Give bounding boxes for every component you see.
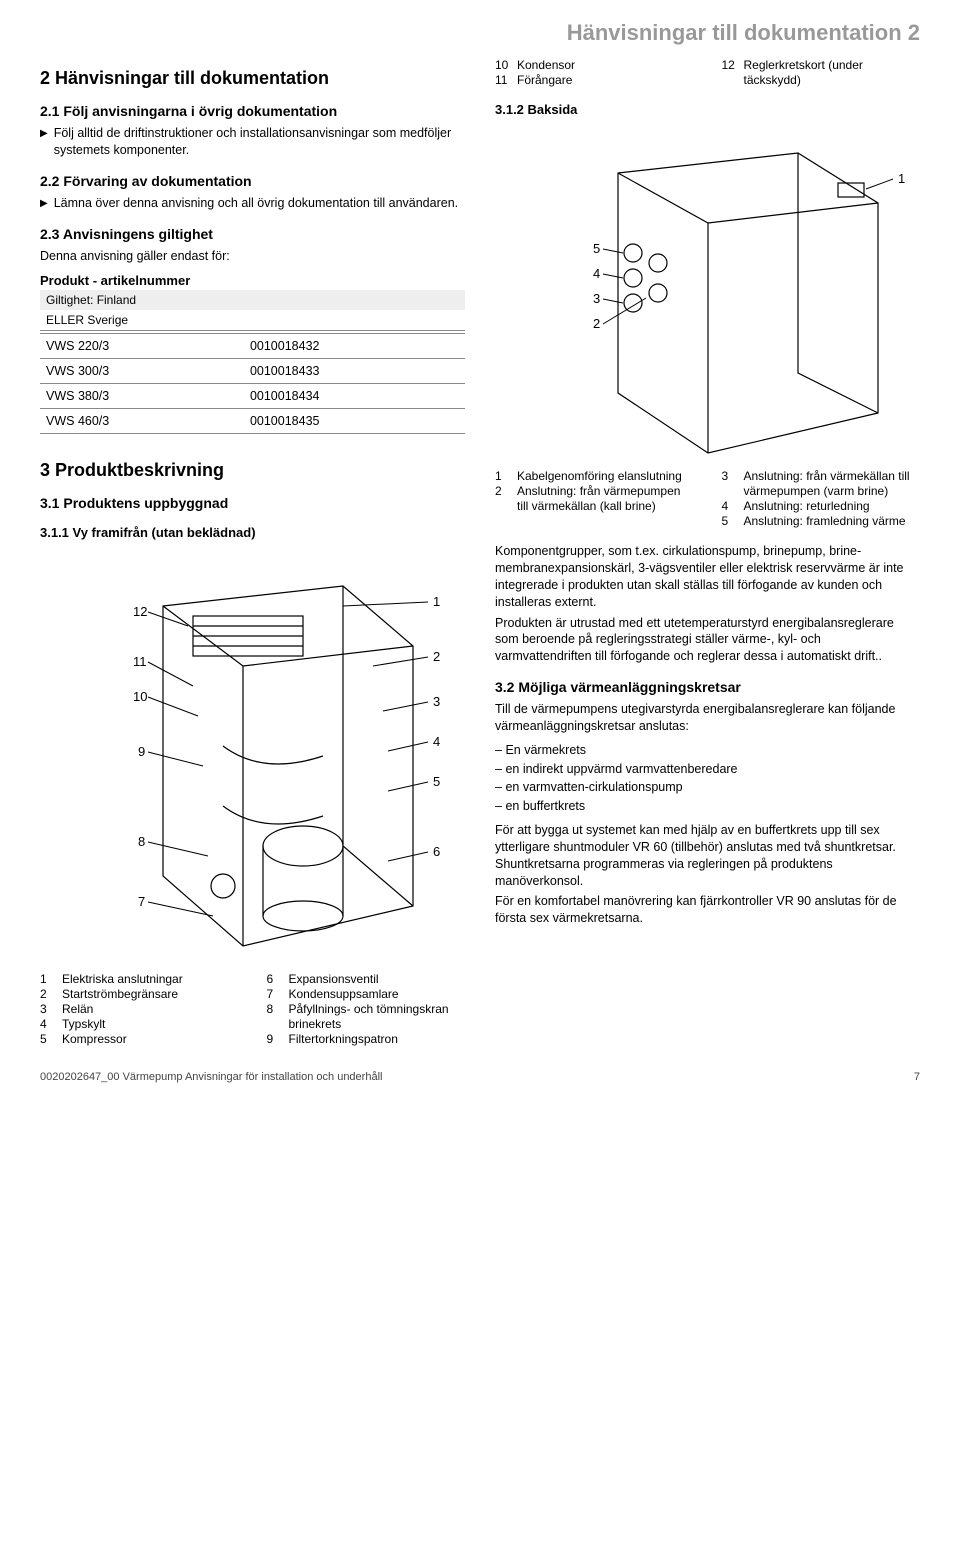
footer-doc-ref: 0020202647_00 Värmepump Anvisningar för … — [40, 1071, 382, 1083]
footer-page-number: 7 — [914, 1071, 920, 1083]
validity-country-2: ELLER Sverige — [40, 310, 465, 331]
paragraph-components: Komponentgrupper, som t.ex. cirkulations… — [495, 543, 920, 611]
legend-item: 4Anslutning: returledning — [722, 499, 921, 514]
svg-text:3: 3 — [593, 291, 600, 306]
list-item: en buffertkrets — [495, 797, 920, 816]
legend-item: 4Typskylt — [40, 1017, 239, 1032]
section-2-3-title: 2.3 Anvisningens giltighet — [40, 226, 465, 242]
svg-text:4: 4 — [433, 734, 440, 749]
legend-item: 1Kabelgenomföring elanslutning — [495, 469, 694, 484]
section-2-3-intro: Denna anvisning gäller endast för: — [40, 248, 465, 265]
product-article-table: VWS 220/30010018432VWS 300/30010018433VW… — [40, 333, 465, 434]
svg-text:10: 10 — [133, 689, 147, 704]
table-row: VWS 380/30010018434 — [40, 383, 465, 408]
section-2-title: 2 Hänvisningar till dokumentation — [40, 68, 465, 89]
legend-item: 6Expansionsventil — [267, 972, 466, 987]
section-3-1-2-title: 3.1.2 Baksida — [495, 102, 920, 117]
legend-item: 3Relän — [40, 1002, 239, 1017]
back-view-svg: 1 5 4 3 2 — [498, 123, 918, 463]
paragraph-regulator: Produkten är utrustad med ett utetempera… — [495, 615, 920, 666]
section-3-title: 3 Produktbeskrivning — [40, 460, 465, 481]
back-view-diagram: 1 5 4 3 2 — [495, 123, 920, 463]
section-3-2-intro: Till de värmepumpens utegivarstyrda ener… — [495, 701, 920, 735]
legend-item: 5Anslutning: framledning värme — [722, 514, 921, 529]
top-legend-10-11-12: 10Kondensor11Förångare 12Reglerkretskort… — [495, 58, 920, 88]
svg-text:4: 4 — [593, 266, 600, 281]
svg-text:9: 9 — [138, 744, 145, 759]
legend-item: 9Filtertorkningspatron — [267, 1032, 466, 1047]
section-2-2-bullet: Lämna över denna anvisning och all övrig… — [40, 195, 465, 212]
section-3-1-1-title: 3.1.1 Vy framifrån (utan beklädnad) — [40, 525, 465, 540]
legend-item: 12Reglerkretskort (under täckskydd) — [722, 58, 921, 88]
list-item: en varmvatten-cirkulationspump — [495, 778, 920, 797]
svg-text:2: 2 — [433, 649, 440, 664]
svg-text:11: 11 — [133, 654, 147, 669]
legend-item: 11Förångare — [495, 73, 694, 88]
svg-text:7: 7 — [138, 894, 145, 909]
legend-item: 7Kondensuppsamlare — [267, 987, 466, 1002]
section-3-2-title: 3.2 Möjliga värmeanläggningskretsar — [495, 679, 920, 695]
section-3-1-title: 3.1 Produktens uppbyggnad — [40, 495, 465, 511]
legend-item: 1Elektriska anslutningar — [40, 972, 239, 987]
front-view-legend: 1Elektriska anslutningar2Startströmbegrä… — [40, 972, 465, 1047]
heating-circuits-list: En värmekretsen indirekt uppvärmd varmva… — [495, 741, 920, 816]
list-item: en indirekt uppvärmd varmvattenberedare — [495, 760, 920, 779]
section-2-2-title: 2.2 Förvaring av dokumentation — [40, 173, 465, 189]
legend-item: 8Påfyllnings- och tömningskran brinekret… — [267, 1002, 466, 1032]
legend-item: 2Startströmbegränsare — [40, 987, 239, 1002]
table-row: VWS 460/30010018435 — [40, 408, 465, 433]
legend-item: 5Kompressor — [40, 1032, 239, 1047]
front-view-svg: 12 11 10 9 8 7 1 2 3 4 5 6 — [43, 546, 463, 966]
paragraph-remote-control: För en komfortabel manövrering kan fjärr… — [495, 893, 920, 927]
legend-item: 3Anslutning: från värmekällan till värme… — [722, 469, 921, 499]
paragraph-expand-system: För att bygga ut systemet kan med hjälp … — [495, 822, 920, 890]
svg-text:1: 1 — [898, 171, 905, 186]
svg-text:5: 5 — [593, 241, 600, 256]
back-view-legend: 1Kabelgenomföring elanslutning2Anslutnin… — [495, 469, 920, 529]
table-row: VWS 300/30010018433 — [40, 358, 465, 383]
section-2-1-title: 2.1 Följ anvisningarna i övrig dokumenta… — [40, 103, 465, 119]
product-table-label: Produkt - artikelnummer — [40, 273, 465, 288]
list-item: En värmekrets — [495, 741, 920, 760]
page-running-header: Hänvisningar till dokumentation 2 — [40, 20, 920, 46]
svg-text:2: 2 — [593, 316, 600, 331]
svg-text:12: 12 — [133, 604, 147, 619]
legend-item: 10Kondensor — [495, 58, 694, 73]
table-row: VWS 220/30010018432 — [40, 333, 465, 358]
legend-item: 2Anslutning: från värmepumpen till värme… — [495, 484, 694, 514]
svg-text:8: 8 — [138, 834, 145, 849]
front-view-diagram: 12 11 10 9 8 7 1 2 3 4 5 6 — [40, 546, 465, 966]
svg-text:5: 5 — [433, 774, 440, 789]
section-2-1-bullet: Följ alltid de driftinstruktioner och in… — [40, 125, 465, 159]
svg-text:6: 6 — [433, 844, 440, 859]
svg-text:1: 1 — [433, 594, 440, 609]
validity-country-1: Giltighet: Finland — [40, 290, 465, 310]
svg-text:3: 3 — [433, 694, 440, 709]
